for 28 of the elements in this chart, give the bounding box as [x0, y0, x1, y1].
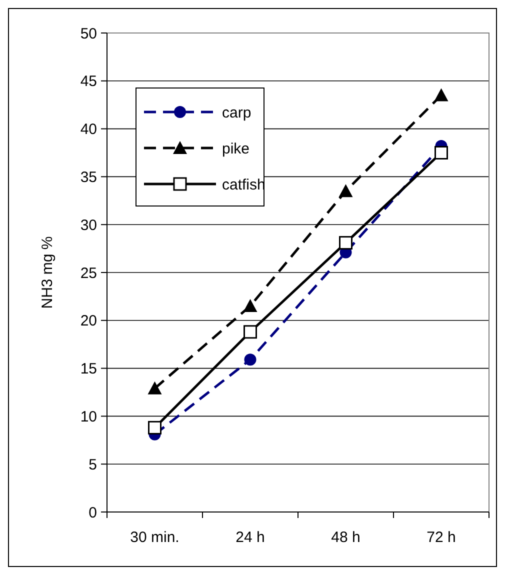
legend-label: pike	[222, 140, 250, 158]
point	[434, 88, 448, 102]
point	[338, 184, 353, 198]
y-tick-label: 50	[80, 25, 97, 42]
y-tick-label: 40	[80, 121, 97, 138]
y-tick-label: 30	[80, 216, 97, 234]
y-tick-label: 5	[88, 456, 97, 474]
y-tick-label: 10	[80, 408, 97, 426]
legend-label: catfish	[222, 176, 266, 194]
y-tick-label: 0	[88, 504, 97, 522]
legend-label: carp	[222, 104, 252, 122]
y-tick-label: 20	[80, 312, 97, 330]
x-tick-label: 24 h	[236, 529, 265, 546]
point	[148, 381, 162, 394]
point	[148, 420, 162, 434]
point	[339, 236, 352, 250]
y-tick-label: 25	[80, 264, 97, 282]
y-tick-label: 35	[80, 168, 97, 186]
x-tick-label: 72 h	[426, 529, 456, 546]
x-tick-label: 30 min.	[130, 529, 180, 546]
point	[434, 146, 448, 160]
x-tick-label: 48 h	[331, 529, 360, 546]
y-tick-label: 15	[80, 360, 97, 378]
y-tick-label: 45	[80, 73, 97, 90]
point	[244, 354, 256, 366]
point	[244, 325, 257, 339]
point	[243, 299, 258, 312]
y-axis-title: NH3 mg %	[39, 236, 56, 309]
